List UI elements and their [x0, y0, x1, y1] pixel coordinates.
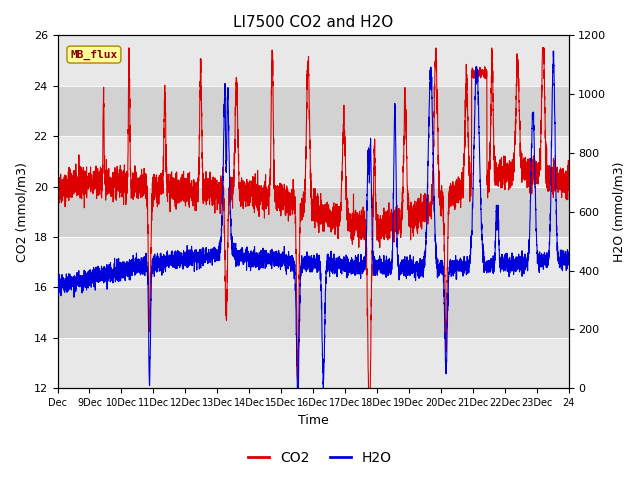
Bar — [58, 187, 568, 237]
Bar — [58, 86, 568, 136]
Bar — [58, 288, 568, 338]
X-axis label: Time: Time — [298, 414, 328, 427]
Text: MB_flux: MB_flux — [70, 49, 118, 60]
Bar — [58, 187, 568, 237]
Title: LI7500 CO2 and H2O: LI7500 CO2 and H2O — [233, 15, 393, 30]
Bar — [58, 86, 568, 136]
Y-axis label: H2O (mmol/m3): H2O (mmol/m3) — [612, 162, 625, 262]
Y-axis label: CO2 (mmol/m3): CO2 (mmol/m3) — [15, 162, 28, 262]
Bar — [58, 288, 568, 338]
Legend: CO2, H2O: CO2, H2O — [243, 445, 397, 471]
